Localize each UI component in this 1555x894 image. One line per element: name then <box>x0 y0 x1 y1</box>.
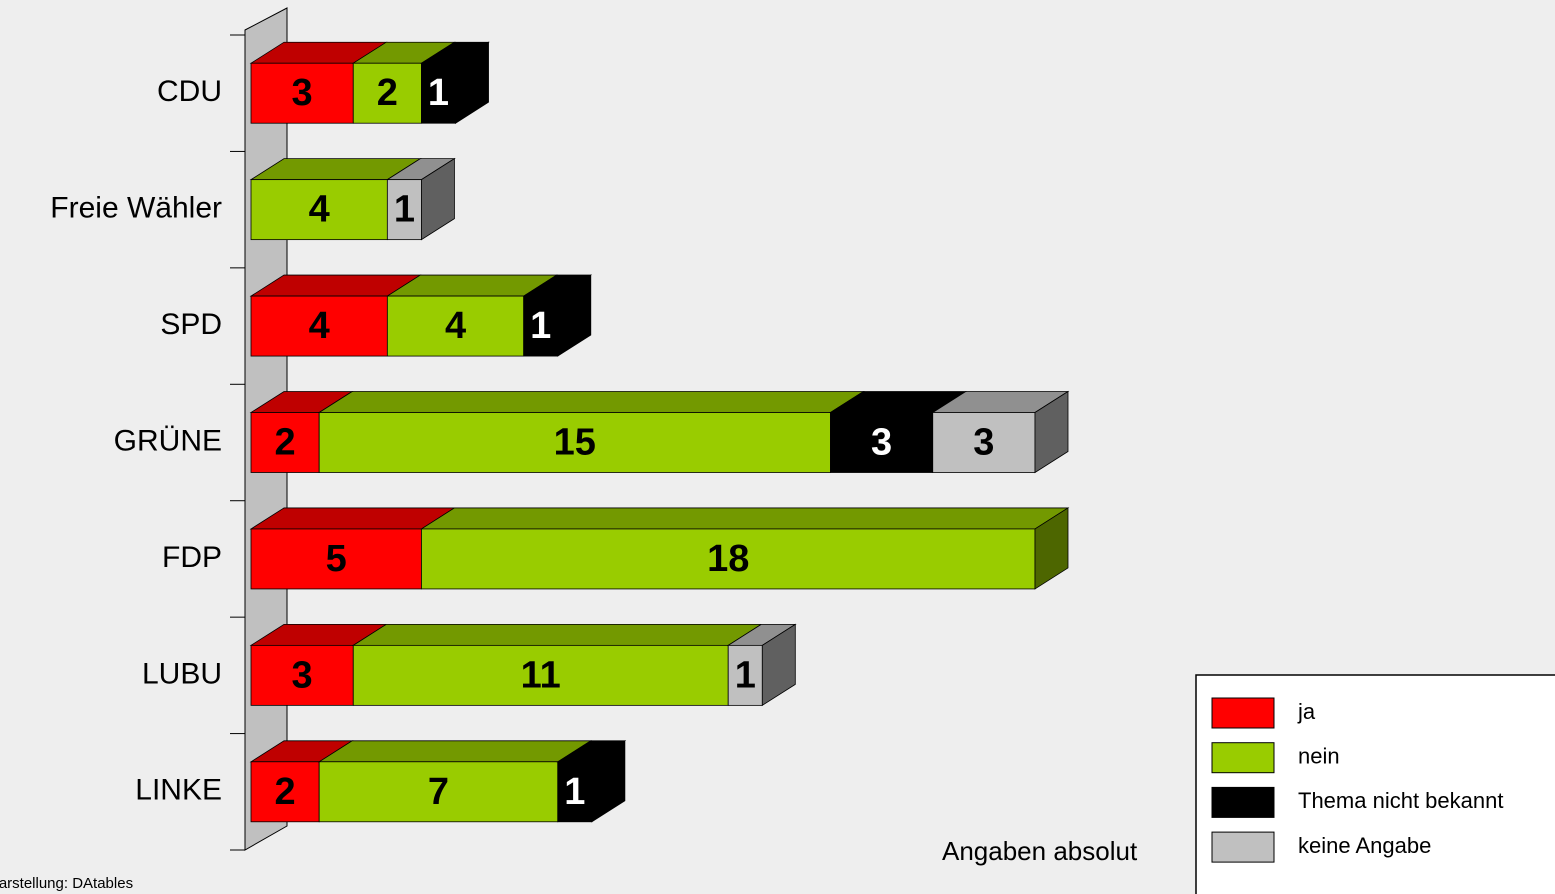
legend-label: Thema nicht bekannt <box>1298 788 1503 813</box>
data-label: 5 <box>326 538 347 580</box>
data-label: 1 <box>530 305 551 347</box>
bar-side <box>1034 507 1069 590</box>
bar-segment <box>386 295 525 357</box>
category-label: FDP <box>162 541 222 574</box>
data-label: 1 <box>564 771 585 813</box>
bar-segment <box>386 179 422 241</box>
bar-segment <box>727 644 763 706</box>
bar-segment <box>352 644 729 706</box>
data-label: 3 <box>292 654 313 696</box>
bar-top <box>420 507 1070 530</box>
bar-side <box>421 157 455 241</box>
data-label: 15 <box>554 422 596 464</box>
data-label: 1 <box>735 654 756 696</box>
bar-top <box>317 740 593 763</box>
category-label: SPD <box>160 308 222 341</box>
data-label: 4 <box>309 305 330 347</box>
data-label: 4 <box>445 305 466 347</box>
bar-segment <box>250 179 388 241</box>
bar-side <box>557 274 592 357</box>
bar-side <box>455 41 489 124</box>
data-label: 4 <box>309 189 330 231</box>
bar-segment <box>250 295 388 357</box>
category-label: Freie Wähler <box>50 192 222 225</box>
legend-swatch <box>1211 786 1275 818</box>
bar-segment <box>932 412 1036 473</box>
legend-label: ja <box>1297 699 1316 724</box>
bar-segment <box>830 412 934 473</box>
data-label: 3 <box>973 422 994 464</box>
bar-side <box>761 623 796 707</box>
data-label: 2 <box>275 422 296 464</box>
bar-top <box>351 623 763 646</box>
bar-segment <box>250 644 354 706</box>
category-label: CDU <box>157 75 222 108</box>
legend-label: nein <box>1298 744 1340 769</box>
legend-label: keine Angabe <box>1298 833 1431 858</box>
bar-segment <box>318 761 559 823</box>
data-label: 18 <box>707 538 749 580</box>
bar-side <box>591 740 626 823</box>
bar-segment <box>352 62 422 124</box>
category-label: LINKE <box>135 774 222 807</box>
category-label: GRÜNE <box>114 424 222 457</box>
bar-segment <box>557 761 593 823</box>
category-label: LUBU <box>142 657 222 690</box>
note: Angaben absolut <box>942 836 1138 866</box>
data-label: 3 <box>292 72 313 114</box>
bar-segment <box>318 412 831 473</box>
bar-segment <box>421 528 1036 590</box>
bar-segment <box>250 412 320 473</box>
bar-side <box>1034 390 1069 474</box>
legend-swatch <box>1211 697 1275 729</box>
data-label: 1 <box>394 189 415 231</box>
data-label: 7 <box>428 771 449 813</box>
data-label: 2 <box>377 72 398 114</box>
legend-swatch <box>1211 742 1275 774</box>
legend-swatch <box>1211 831 1275 863</box>
data-label: 3 <box>871 422 892 464</box>
source: Darstellung: DAtables <box>0 875 133 892</box>
bar-top <box>317 391 865 413</box>
data-label: 2 <box>275 771 296 813</box>
bar-top <box>249 507 456 530</box>
data-label: 11 <box>521 654 561 696</box>
data-label: 1 <box>428 72 449 114</box>
